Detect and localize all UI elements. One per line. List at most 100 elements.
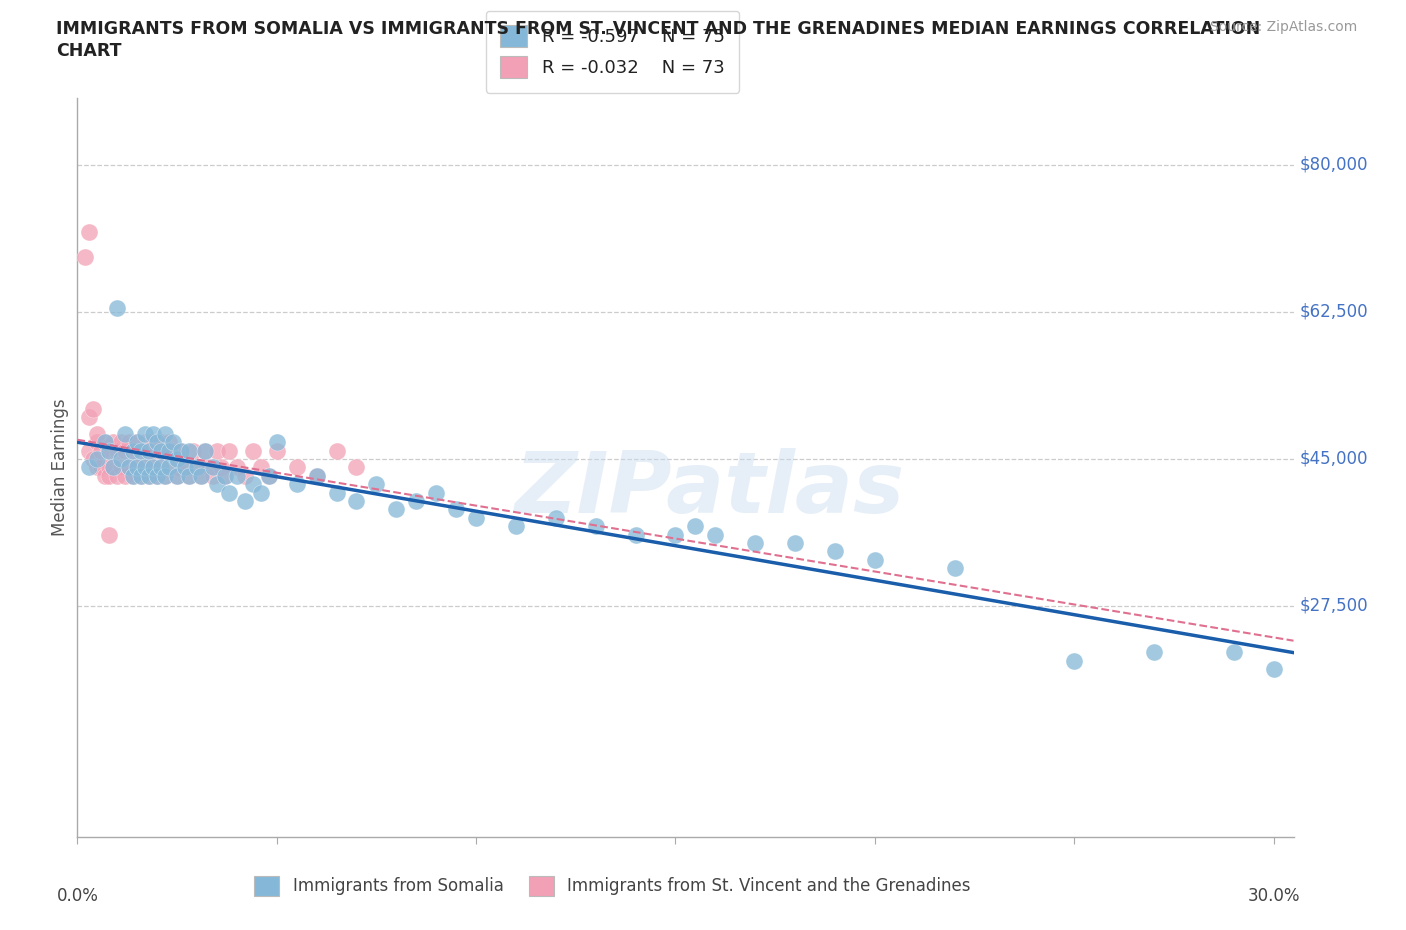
Point [249, 460, 271, 474]
Point [266, 443, 288, 458]
Point [1063, 653, 1085, 668]
Text: CHART: CHART [56, 42, 122, 60]
Point [249, 485, 271, 500]
Point [704, 527, 727, 542]
Point [86, 426, 108, 441]
Point [194, 443, 217, 458]
Point [150, 434, 173, 449]
Point [863, 552, 886, 567]
Point [134, 460, 156, 474]
Point [425, 485, 447, 500]
Point [405, 494, 427, 509]
Point [744, 536, 766, 551]
Point [325, 485, 347, 500]
Point [150, 460, 173, 474]
Point [146, 443, 169, 458]
Point [824, 544, 846, 559]
Point [118, 434, 141, 449]
Point [544, 511, 567, 525]
Point [138, 443, 160, 458]
Y-axis label: Median Earnings: Median Earnings [51, 399, 69, 536]
Point [129, 469, 152, 484]
Point [153, 469, 176, 484]
Point [129, 443, 152, 458]
Legend: Immigrants from Somalia, Immigrants from St. Vincent and the Grenadines: Immigrants from Somalia, Immigrants from… [247, 869, 977, 903]
Point [465, 511, 488, 525]
Text: Source: ZipAtlas.com: Source: ZipAtlas.com [1209, 20, 1357, 34]
Point [103, 460, 125, 474]
Point [444, 502, 467, 517]
Point [138, 469, 160, 484]
Point [305, 469, 328, 484]
Point [285, 460, 308, 474]
Point [285, 477, 308, 492]
Point [174, 460, 197, 474]
Point [198, 460, 221, 474]
Point [105, 300, 128, 315]
Point [129, 469, 152, 484]
Point [118, 460, 141, 474]
Point [225, 460, 247, 474]
Point [105, 443, 128, 458]
Point [82, 401, 104, 416]
Point [127, 434, 149, 449]
Point [90, 443, 112, 458]
Point [181, 443, 204, 458]
Point [114, 443, 136, 458]
Point [624, 527, 647, 542]
Point [170, 443, 193, 458]
Point [134, 460, 156, 474]
Point [162, 443, 184, 458]
Point [505, 519, 527, 534]
Point [242, 477, 264, 492]
Point [664, 527, 686, 542]
Text: $45,000: $45,000 [1299, 450, 1368, 468]
Point [162, 434, 184, 449]
Point [122, 443, 145, 458]
Point [257, 469, 280, 484]
Point [146, 469, 169, 484]
Point [305, 469, 328, 484]
Point [94, 469, 117, 484]
Point [146, 469, 169, 484]
Point [153, 443, 176, 458]
Text: $27,500: $27,500 [1299, 597, 1368, 615]
Point [103, 460, 125, 474]
Point [177, 469, 200, 484]
Point [214, 469, 236, 484]
Point [153, 426, 176, 441]
Point [153, 469, 176, 484]
Point [134, 434, 156, 449]
Point [325, 443, 347, 458]
Point [166, 460, 188, 474]
Point [186, 460, 208, 474]
Point [127, 434, 149, 449]
Point [142, 460, 165, 474]
Point [79, 443, 101, 458]
Point [138, 443, 160, 458]
Point [150, 443, 173, 458]
Point [685, 519, 707, 534]
Point [170, 443, 193, 458]
Point [98, 527, 121, 542]
Text: $80,000: $80,000 [1299, 156, 1368, 174]
Text: ZIPatlas: ZIPatlas [515, 448, 905, 531]
Point [122, 469, 145, 484]
Point [79, 225, 101, 240]
Point [201, 469, 224, 484]
Text: IMMIGRANTS FROM SOMALIA VS IMMIGRANTS FROM ST. VINCENT AND THE GRENADINES MEDIAN: IMMIGRANTS FROM SOMALIA VS IMMIGRANTS FR… [56, 20, 1261, 38]
Point [218, 485, 240, 500]
Point [190, 469, 212, 484]
Point [79, 460, 101, 474]
Point [214, 469, 236, 484]
Point [142, 434, 165, 449]
Point [225, 469, 247, 484]
Point [94, 434, 117, 449]
Point [82, 451, 104, 466]
Point [110, 434, 132, 449]
Point [114, 469, 136, 484]
Point [142, 460, 165, 474]
Point [86, 451, 108, 466]
Point [142, 426, 165, 441]
Point [79, 409, 101, 424]
